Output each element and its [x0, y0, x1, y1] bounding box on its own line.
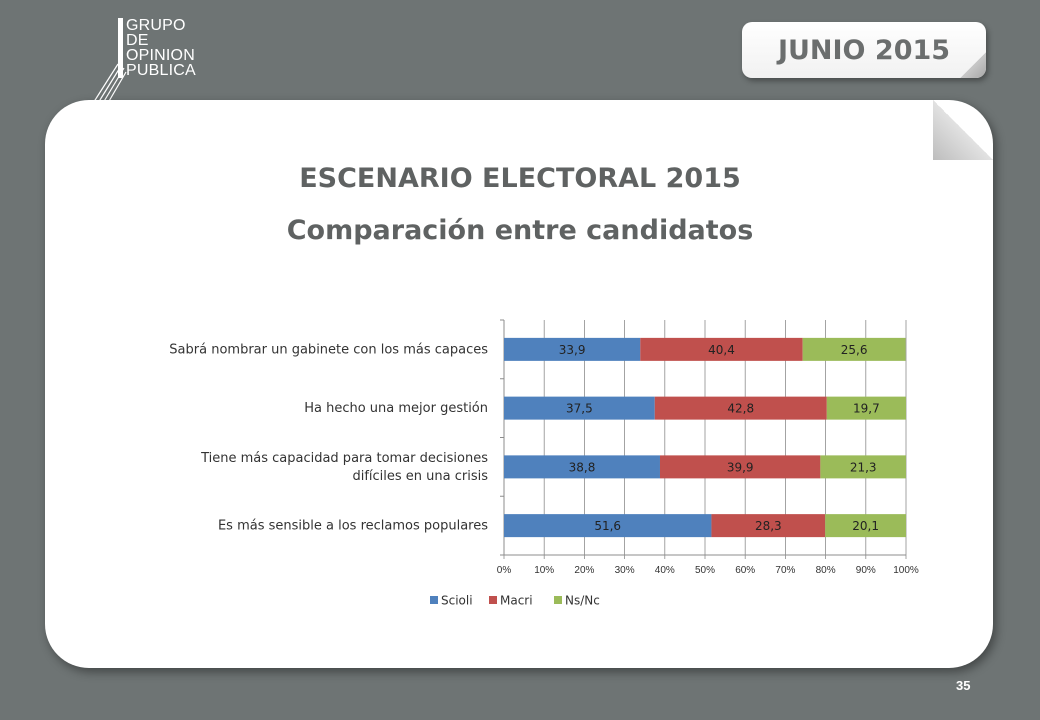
bar-segment — [504, 514, 712, 538]
logo-line-3: OPINION — [126, 47, 195, 64]
data-label: 21,3 — [850, 460, 877, 474]
legend-swatch — [489, 596, 497, 604]
data-label: 25,6 — [841, 343, 868, 357]
legend-label: Macri — [500, 594, 533, 608]
page-number: 35 — [956, 678, 971, 693]
category-label-line: difíciles en una crisis — [352, 469, 488, 484]
x-tick-label: 0% — [497, 565, 512, 576]
bar-segment — [504, 337, 641, 361]
x-tick-label: 30% — [615, 565, 635, 576]
data-label: 37,5 — [566, 402, 593, 416]
data-label: 51,6 — [594, 519, 621, 533]
legend-label: Scioli — [441, 594, 473, 608]
x-tick-label: 60% — [735, 565, 755, 576]
x-tick-label: 80% — [816, 565, 836, 576]
logo: GRUPO DE OPINION PUBLICA — [89, 10, 216, 110]
category-label-line: Ha hecho una mejor gestión — [304, 401, 488, 416]
data-label: 33,9 — [559, 343, 586, 357]
x-tick-label: 50% — [695, 565, 715, 576]
bar-segment — [820, 455, 906, 479]
bar-segment — [825, 514, 906, 538]
bar-segment — [640, 337, 803, 361]
logo-line-2: DE — [126, 32, 149, 49]
bar-segment — [802, 337, 906, 361]
data-label: 28,3 — [755, 519, 782, 533]
logo-bar — [118, 18, 123, 78]
data-label: 38,8 — [569, 460, 596, 474]
data-label: 20,1 — [852, 519, 879, 533]
bar-segment — [654, 396, 827, 420]
date-label: JUNIO 2015 — [777, 34, 951, 66]
page-title: ESCENARIO ELECTORAL 2015 — [299, 163, 741, 194]
data-label: 42,8 — [727, 402, 754, 416]
logo-text: GRUPO DE OPINION PUBLICA — [126, 17, 196, 79]
bar-segment — [504, 396, 655, 420]
category-label-line: Tiene más capacidad para tomar decisione… — [200, 451, 488, 466]
legend-swatch — [430, 596, 438, 604]
page-curl-decoration — [960, 52, 986, 78]
data-label: 19,7 — [853, 402, 880, 416]
x-tick-label: 100% — [893, 565, 919, 576]
category-label: Sabrá nombrar un gabinete con los más ca… — [169, 342, 488, 357]
category-label: Tiene más capacidad para tomar decisione… — [200, 451, 488, 484]
bar-segment — [659, 455, 821, 479]
x-tick-label: 90% — [856, 565, 876, 576]
bar-segment — [504, 455, 660, 479]
category-label-line: Sabrá nombrar un gabinete con los más ca… — [169, 342, 488, 357]
bar-segment — [711, 514, 826, 538]
logo-line-1: GRUPO — [126, 17, 186, 34]
x-tick-label: 10% — [534, 565, 554, 576]
category-label: Ha hecho una mejor gestión — [304, 401, 488, 416]
category-label-line: Es más sensible a los reclamos populares — [218, 519, 488, 534]
logo-line-4: PUBLICA — [126, 62, 196, 79]
date-tab: JUNIO 2015 — [742, 22, 986, 78]
content-card — [45, 100, 993, 668]
x-tick-label: 70% — [775, 565, 795, 576]
x-tick-label: 20% — [574, 565, 594, 576]
category-label: Es más sensible a los reclamos populares — [218, 519, 488, 534]
legend-label: Ns/Nc — [565, 594, 600, 608]
data-label: 40,4 — [708, 343, 735, 357]
bar-segment — [826, 396, 906, 420]
legend-swatch — [554, 596, 562, 604]
page-subtitle: Comparación entre candidatos — [286, 215, 754, 246]
data-label: 39,9 — [727, 460, 754, 474]
x-tick-label: 40% — [655, 565, 675, 576]
